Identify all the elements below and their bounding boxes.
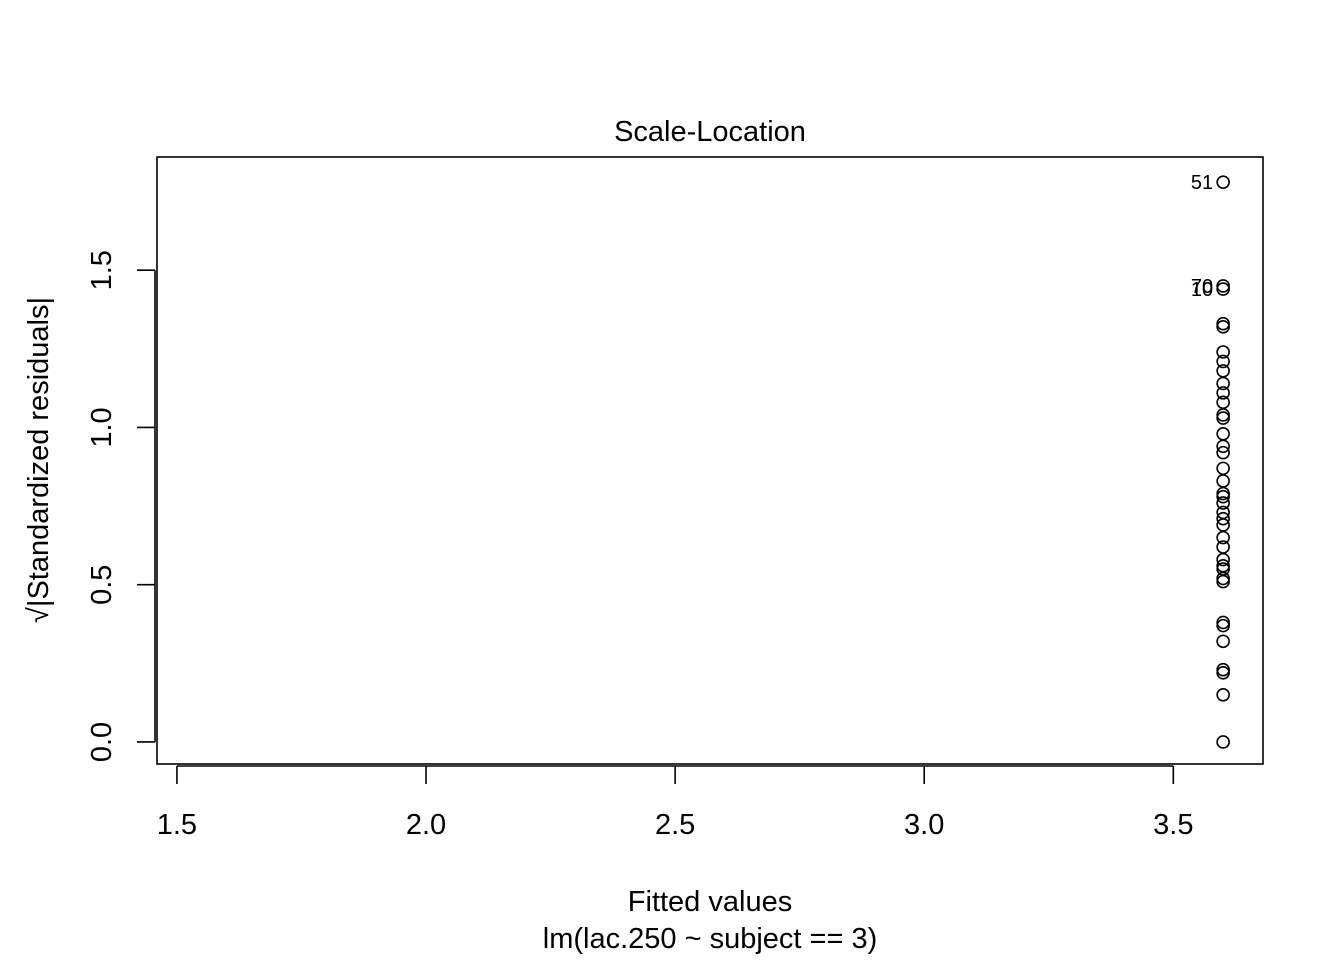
data-point bbox=[1216, 552, 1230, 567]
data-point bbox=[1216, 489, 1230, 504]
x-tick-label: 2.5 bbox=[655, 809, 695, 841]
y-tick-label: 1.5 bbox=[86, 250, 118, 290]
data-point bbox=[1216, 426, 1230, 441]
data-point bbox=[1216, 376, 1230, 391]
data-point bbox=[1216, 386, 1230, 400]
point-label: 51 bbox=[1191, 172, 1213, 194]
data-point bbox=[1216, 282, 1230, 296]
point-label: 70 bbox=[1191, 276, 1213, 298]
data-point bbox=[1216, 345, 1230, 359]
x-tick-label: 2.0 bbox=[406, 809, 446, 841]
data-point bbox=[1216, 618, 1230, 633]
point-label: 10 bbox=[1191, 279, 1213, 301]
data-point bbox=[1216, 496, 1230, 510]
data-point bbox=[1216, 175, 1230, 189]
x-tick-label: 1.5 bbox=[157, 809, 197, 841]
data-point bbox=[1216, 354, 1230, 369]
plot-frame bbox=[156, 156, 1264, 765]
data-point bbox=[1216, 574, 1230, 589]
x-tick-label: 3.0 bbox=[904, 809, 944, 841]
y-axis-label: √|Standardized residuals| bbox=[23, 297, 55, 623]
data-point bbox=[1216, 511, 1230, 526]
data-point bbox=[1216, 665, 1230, 680]
data-point bbox=[1216, 445, 1230, 460]
chart-title: Scale-Location bbox=[614, 116, 806, 148]
data-point bbox=[1216, 634, 1230, 649]
chart-subtitle: lm(lac.250 ~ subject == 3) bbox=[543, 923, 877, 955]
y-axis: 0.0 0.5 1.0 1.5 bbox=[86, 250, 156, 762]
x-tick-label: 3.5 bbox=[1153, 809, 1193, 841]
data-point bbox=[1216, 688, 1230, 702]
data-point bbox=[1216, 530, 1230, 545]
x-axis: 1.5 2.0 2.5 3.0 3.5 bbox=[157, 765, 1193, 841]
data-point bbox=[1216, 461, 1230, 476]
data-points bbox=[1216, 175, 1230, 749]
y-tick-label: 0.0 bbox=[86, 722, 118, 762]
y-tick-label: 1.0 bbox=[86, 407, 118, 447]
data-point bbox=[1216, 474, 1230, 488]
data-point bbox=[1216, 439, 1230, 454]
data-point bbox=[1216, 411, 1230, 425]
data-point bbox=[1216, 735, 1230, 749]
y-tick-label: 0.5 bbox=[86, 565, 118, 605]
data-point bbox=[1216, 320, 1230, 334]
x-axis-label: Fitted values bbox=[628, 886, 792, 918]
